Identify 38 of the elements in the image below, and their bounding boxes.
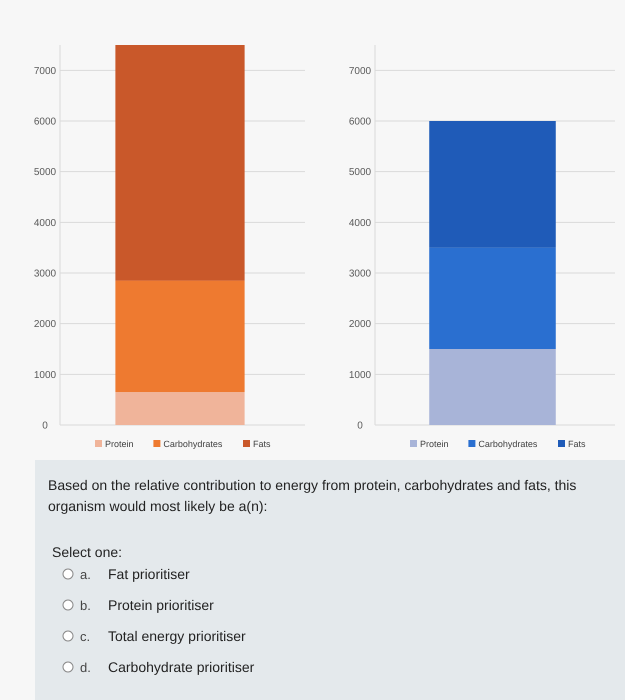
text: Carbohydrate prioritiser: [108, 659, 255, 675]
y-tick-label: 2000: [34, 319, 57, 330]
y-tick-label: 4000: [348, 218, 372, 229]
y-tick-label: 0: [357, 420, 364, 432]
text: a.: [80, 567, 91, 582]
bar: [429, 349, 556, 425]
y-tick-label: 0: [42, 420, 48, 432]
text: Based on the relative contribution to energy from protein, carbohydrates and fats, this organism would most likely be a(n):: [48, 477, 576, 514]
y-tick-label: 1000: [34, 370, 57, 381]
text: c.: [80, 629, 90, 644]
bar: [115, 280, 245, 392]
legend-label: Carbohydrates: [163, 439, 223, 449]
y-tick-label: 3000: [348, 268, 372, 280]
legend-label: Fats: [568, 439, 586, 449]
legend-label: Protein: [420, 439, 449, 449]
y-tick-label: 6000: [348, 116, 372, 128]
y-tick-label: 6000: [34, 116, 57, 128]
text: d.: [80, 660, 91, 675]
y-tick-label: 7000: [348, 66, 372, 77]
legend-label: Fats: [253, 439, 272, 449]
y-tick-label: 3000: [34, 268, 57, 280]
y-tick-label: 4000: [34, 218, 57, 229]
legend-label: Protein: [105, 439, 134, 449]
y-tick-label: 2000: [348, 319, 372, 330]
bar: [115, 45, 245, 281]
bar: [115, 392, 245, 425]
y-tick-label: 7000: [34, 66, 57, 77]
y-tick-label: 1000: [348, 370, 372, 381]
text: Total energy prioritiser: [108, 628, 246, 644]
text: b.: [80, 598, 91, 613]
legend-label: Carbohydrates: [478, 439, 538, 449]
bar: [429, 248, 556, 349]
text: Fat prioritiser: [108, 566, 190, 582]
y-tick-label: 5000: [348, 167, 372, 178]
text: Protein prioritiser: [108, 597, 214, 613]
y-tick-label: 5000: [34, 167, 57, 178]
text: Select one:: [52, 544, 122, 560]
bar: [429, 121, 556, 248]
